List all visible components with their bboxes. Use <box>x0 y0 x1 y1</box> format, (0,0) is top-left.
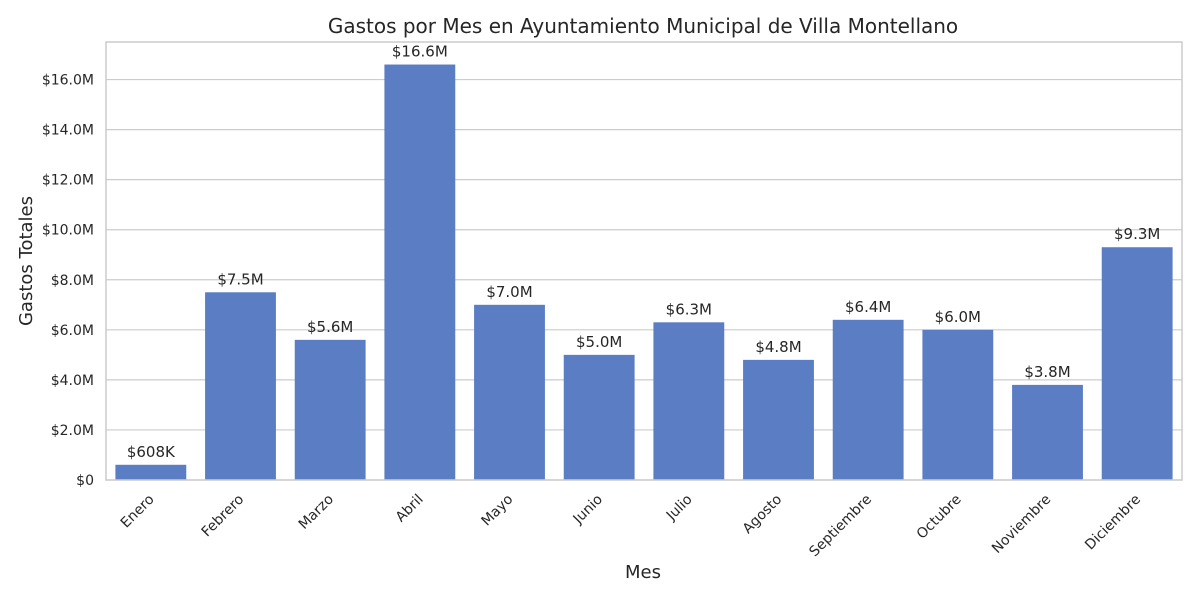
x-tick-label: Agosto <box>740 492 786 538</box>
bar <box>563 354 635 480</box>
gridlines <box>106 78 1182 481</box>
x-axis-ticks: Enero Febrero Marzo Abril Mayo Junio Julio Agos… <box>118 492 1144 561</box>
x-tick-label: Junio <box>570 492 606 528</box>
bar <box>1101 247 1173 480</box>
data-label: $7.0M <box>486 283 532 301</box>
x-tick-label: Mayo <box>478 492 516 530</box>
x-tick-label: Octubre <box>914 492 965 543</box>
bar <box>205 292 276 480</box>
data-label: $6.3M <box>666 300 712 318</box>
x-tick-label: Marzo <box>296 492 337 533</box>
bar <box>653 322 725 480</box>
bar <box>294 339 366 480</box>
y-tick-label: $2.0M <box>51 423 94 439</box>
y-tick-label: $6.0M <box>51 323 94 339</box>
bar <box>743 359 814 480</box>
y-tick-label: $14.0M <box>42 123 94 139</box>
bar <box>832 319 904 480</box>
data-label: $7.5M <box>217 270 263 288</box>
bar <box>474 304 545 480</box>
data-label: $3.8M <box>1024 363 1070 381</box>
bars <box>115 64 1173 481</box>
data-label: $9.3M <box>1114 225 1160 243</box>
bar <box>384 64 456 481</box>
x-axis-label: Mes <box>625 562 661 583</box>
data-label: $6.0M <box>935 308 981 326</box>
x-tick-label: Septiembre <box>806 492 875 561</box>
data-label: $608K <box>127 443 176 461</box>
chart-title: Gastos por Mes en Ayuntamiento Municipal… <box>328 14 958 38</box>
data-label: $4.8M <box>755 338 801 356</box>
x-tick-label: Febrero <box>199 492 248 541</box>
x-tick-label: Julio <box>663 492 696 525</box>
data-label: $16.6M <box>392 43 448 61</box>
y-tick-label: $8.0M <box>51 273 94 289</box>
data-label: $5.0M <box>576 333 622 351</box>
y-tick-label: $10.0M <box>42 223 94 239</box>
bar <box>115 464 187 480</box>
bar <box>1012 384 1083 480</box>
bar <box>922 329 994 480</box>
data-label: $6.4M <box>845 298 891 316</box>
data-label: $5.6M <box>307 318 353 336</box>
data-labels: $608K $7.5M $5.6M $16.6M $7.0M $5.0M $6.3M $4.8… <box>127 43 1161 461</box>
y-tick-label: $0 <box>76 473 94 489</box>
y-tick-label: $16.0M <box>42 73 94 89</box>
y-axis-ticks: $0 $2.0M $4.0M $6.0M $8.0M $10.0M $12.0M $14.0M… <box>42 73 94 489</box>
x-tick-label: Diciembre <box>1082 492 1144 554</box>
x-tick-label: Enero <box>118 492 158 532</box>
y-axis-label: Gastos Totales <box>16 196 37 326</box>
y-tick-label: $12.0M <box>42 173 94 189</box>
y-tick-label: $4.0M <box>51 373 94 389</box>
x-tick-label: Noviembre <box>989 492 1054 557</box>
x-tick-label: Abril <box>393 492 427 526</box>
plot-frame <box>105 41 1183 481</box>
